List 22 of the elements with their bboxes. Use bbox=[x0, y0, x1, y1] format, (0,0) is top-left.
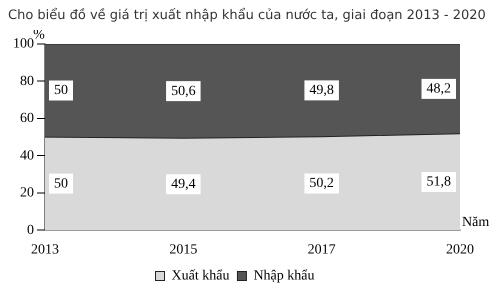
chart-title: Cho biểu đồ về giá trị xuất nhập khẩu của nước ta, giai đoạn 2013 - 2020 bbox=[8, 8, 486, 23]
y-tick-label: 20 bbox=[20, 186, 34, 201]
legend-label: Xuất khẩu bbox=[172, 268, 230, 284]
data-label: 49,8 bbox=[309, 83, 334, 98]
x-tick-label: 2015 bbox=[169, 242, 198, 258]
data-label: 51,8 bbox=[426, 174, 451, 190]
y-tick-label: 60 bbox=[20, 111, 34, 126]
x-tick-label: 2017 bbox=[308, 242, 336, 258]
data-label: 50,6 bbox=[171, 84, 196, 99]
y-tick-label: 40 bbox=[20, 148, 34, 164]
y-tick-label: 0 bbox=[27, 222, 34, 238]
legend-label: Nhập khẩu bbox=[253, 268, 314, 284]
y-tick-label: 80 bbox=[20, 74, 34, 89]
data-label: 50,2 bbox=[309, 176, 334, 192]
data-label: 50 bbox=[54, 83, 68, 98]
x-axis-title: Năm bbox=[462, 214, 490, 230]
x-tick-label: 2020 bbox=[446, 242, 474, 258]
data-label: 50 bbox=[54, 176, 68, 192]
y-tick-label: 100 bbox=[13, 36, 34, 52]
x-tick-label: 2013 bbox=[31, 242, 59, 258]
data-label: 48,2 bbox=[426, 82, 451, 97]
data-label: 49,4 bbox=[171, 176, 196, 192]
